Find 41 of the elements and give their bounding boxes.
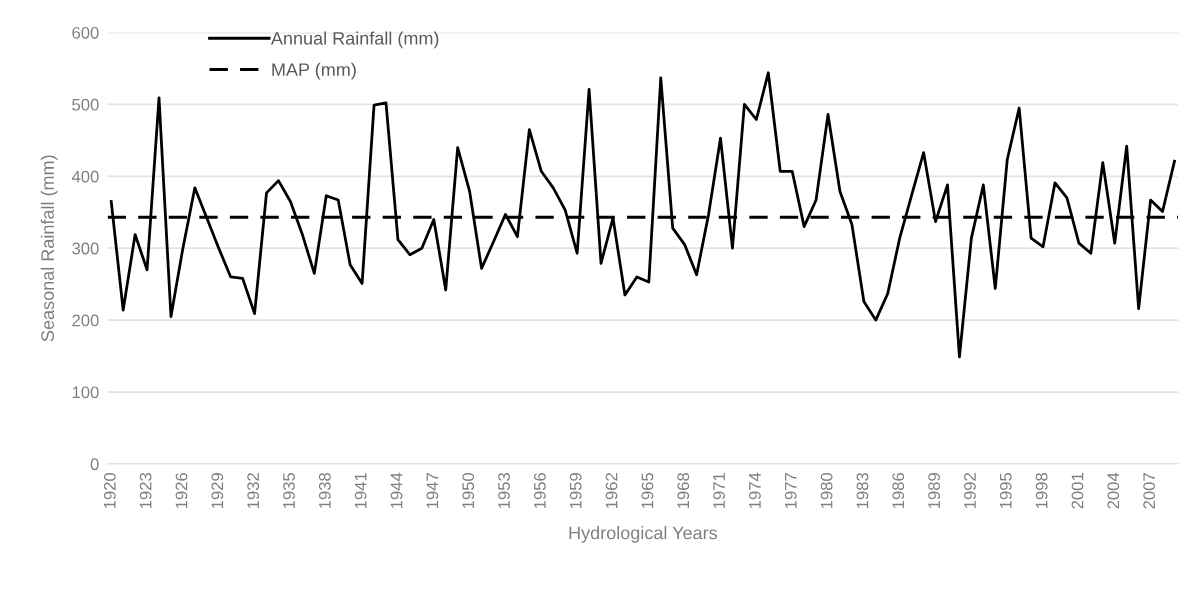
x-tick-label: 1959: [569, 473, 582, 509]
y-tick-label: 200: [72, 314, 99, 327]
x-tick-label: 1935: [283, 472, 295, 509]
x-tick-label: 1971: [713, 473, 725, 509]
x-tick-label: 1944: [390, 472, 403, 509]
x-tick-label: 2001: [1071, 473, 1084, 509]
y-tick-label: 400: [71, 170, 99, 183]
x-tick-label: 1923: [139, 473, 152, 509]
x-tick-label: 2004: [1107, 472, 1120, 509]
x-tick-label: 1938: [318, 472, 331, 509]
x-tick-label: 1983: [856, 473, 869, 509]
y-tick-label: 100: [72, 386, 99, 399]
legend-label: MAP (mm): [272, 62, 356, 80]
x-tick-label: 1995: [999, 472, 1012, 509]
x-tick-label: 1968: [677, 472, 690, 509]
y-axis-title: Seasonal Rainfall (mm): [40, 155, 58, 342]
x-tick-label: 1926: [175, 473, 188, 509]
x-tick-label: 1989: [928, 473, 941, 509]
x-tick-label: 1977: [784, 473, 797, 509]
x-tick-label: 1929: [211, 473, 224, 509]
y-tick-label: 300: [72, 242, 99, 255]
x-tick-label: 1992: [964, 473, 976, 509]
x-tick-label: 2007: [1143, 473, 1156, 509]
x-tick-label: 1941: [354, 473, 367, 509]
x-tick-label: 1986: [892, 473, 905, 509]
x-tick-label: 1965: [641, 472, 654, 509]
x-tick-label: 1980: [820, 472, 833, 509]
x-tick-label: 1932: [247, 473, 260, 509]
y-tick-label: 600: [72, 26, 99, 39]
y-tick-label: 500: [72, 98, 99, 111]
x-tick-label: 1998: [1035, 472, 1048, 509]
x-tick-label: 1950: [462, 472, 475, 509]
x-tick-label: 1920: [103, 472, 116, 509]
legend-label: Annual Rainfall (mm): [270, 31, 439, 49]
x-axis-title: Hydrological Years: [569, 526, 717, 543]
x-tick-label: 1974: [749, 472, 761, 509]
x-tick-label: 1962: [605, 473, 618, 509]
y-tick-label: 0: [90, 458, 99, 471]
x-tick-label: 1956: [533, 473, 546, 509]
x-tick-label: 1953: [498, 473, 510, 509]
x-tick-label: 1947: [426, 473, 439, 509]
